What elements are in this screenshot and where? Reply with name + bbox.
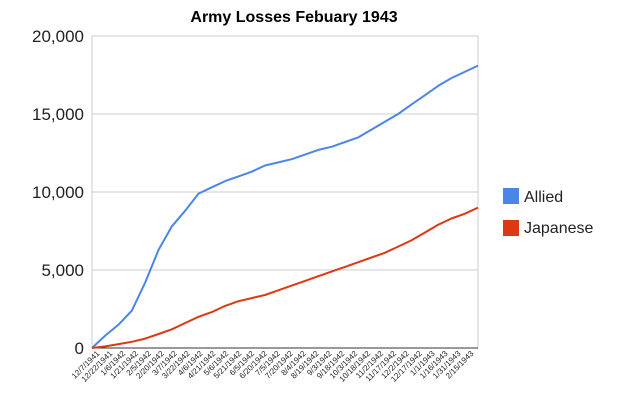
legend-label-japanese: Japanese <box>524 220 593 237</box>
legend-label-allied: Allied <box>524 189 563 206</box>
legend-swatch-japanese <box>503 220 519 236</box>
legend-swatch-allied <box>503 188 519 204</box>
chart-title: Army Losses Febuary 1943 <box>190 9 397 26</box>
series-lines <box>91 64 479 349</box>
legend: Allied Japanese <box>503 188 593 237</box>
x-axis-tick-labels: 12/7/194112/22/19411/6/19421/21/19422/5/… <box>70 349 476 384</box>
y-tick-label: 20,000 <box>32 27 84 46</box>
y-tick-label: 10,000 <box>32 183 84 202</box>
y-tick-label: 5,000 <box>41 261 84 280</box>
y-axis-tick-labels: 0 5,000 10,000 15,000 20,000 <box>32 27 84 358</box>
grid <box>91 35 479 349</box>
y-tick-label: 15,000 <box>32 105 84 124</box>
y-tick-label: 0 <box>75 339 84 358</box>
series-line-allied <box>91 64 479 349</box>
series-line-japanese <box>91 206 479 349</box>
